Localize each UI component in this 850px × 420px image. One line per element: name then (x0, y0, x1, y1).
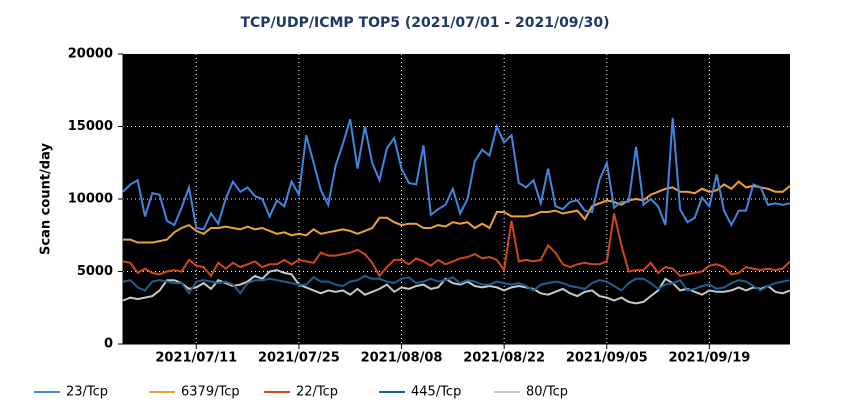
y-axis-label: Scan count/day (39, 143, 54, 255)
y-tick-label: 10000 (68, 192, 113, 207)
legend-label: 6379/Tcp (181, 385, 240, 400)
x-tick-label: 2021/08/08 (361, 351, 443, 366)
chart-title: TCP/UDP/ICMP TOP5 (2021/07/01 - 2021/09/… (240, 15, 609, 31)
y-tick-label: 15000 (68, 119, 113, 134)
legend-label: 445/Tcp (411, 385, 461, 400)
legend-label: 22/Tcp (296, 385, 338, 400)
x-tick-label: 2021/07/11 (155, 351, 237, 366)
x-tick-label: 2021/08/22 (463, 351, 545, 366)
x-tick-label: 2021/07/25 (258, 351, 340, 366)
x-tick-label: 2021/09/05 (566, 351, 648, 366)
y-tick-label: 0 (104, 337, 113, 352)
y-tick-label: 20000 (68, 47, 113, 62)
series-line (122, 213, 791, 278)
x-tick-label: 2021/09/19 (668, 351, 750, 366)
legend-label: 23/Tcp (66, 385, 108, 400)
legend-label: 80/Tcp (526, 385, 568, 400)
series-line (122, 274, 791, 296)
y-tick-label: 5000 (77, 264, 113, 279)
series-line (122, 117, 791, 231)
